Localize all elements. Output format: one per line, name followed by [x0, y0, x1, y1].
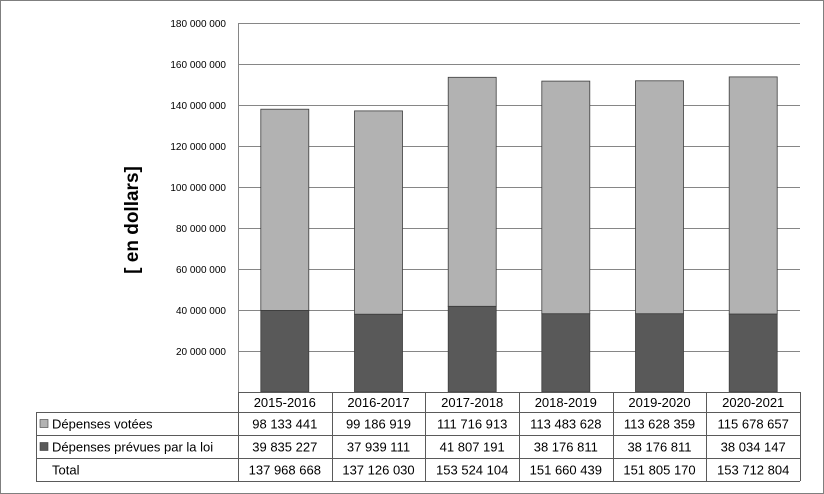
bars [260, 76, 778, 393]
bar-segment [354, 110, 403, 315]
bar-segment [447, 76, 497, 307]
y-tick-label: 160 000 000 [170, 60, 226, 71]
table-cell-value: 151 660 439 [530, 463, 602, 478]
table-cell-value: 38 176 811 [627, 440, 691, 455]
table-cell-value: 41 807 191 [440, 440, 505, 455]
data-table: 2015-2016 2016-2017 2017-2018 2018-2019 2019… [36, 392, 801, 482]
bar-segment [635, 313, 684, 393]
x-category-label: 2017-2018 [441, 395, 503, 410]
y-tick-label: 140 000 000 [170, 101, 226, 112]
table-cell-value: 99 186 919 [346, 417, 411, 432]
table-cell-value: 39 835 227 [252, 440, 317, 455]
y-tick-label: 40 000 000 [176, 306, 226, 317]
legend-key [39, 419, 49, 428]
legend-label: Dépenses prévues par la loi [52, 440, 213, 455]
x-category-label: 2015-2016 [254, 395, 316, 410]
table-cell-value: 137 126 030 [342, 463, 414, 478]
table-cell-value: 153 524 104 [436, 463, 508, 478]
y-tick-label: 80 000 000 [176, 224, 226, 235]
x-category-label: 2020-2021 [722, 395, 784, 410]
table-cell-value: 137 968 668 [249, 463, 321, 478]
y-tick-label: 180 000 000 [170, 19, 226, 30]
bar-segment [728, 76, 778, 315]
bar-segment [354, 313, 403, 393]
bar-segment [541, 80, 591, 315]
bar-segment [260, 108, 310, 311]
table-cell-value: 113 628 359 [624, 417, 695, 432]
x-category-label: 2018-2019 [535, 395, 597, 410]
y-tick-label: 60 000 000 [176, 265, 226, 276]
y-tick-label: 120 000 000 [170, 142, 226, 153]
gridlines [238, 23, 800, 392]
table-cell-value: 113 483 628 [530, 417, 601, 432]
bar-segment [260, 309, 310, 393]
bar-segment [447, 305, 497, 393]
table-cell-value: 111 716 913 [437, 417, 507, 432]
x-category-label: 2019-2020 [628, 395, 690, 410]
x-category-label: 2016-2017 [347, 395, 409, 410]
bar-segment [541, 313, 591, 393]
table-cell-value: 98 133 441 [252, 417, 317, 432]
table-cell-value: 38 176 811 [534, 440, 598, 455]
table-cell-value: 115 678 657 [718, 417, 789, 432]
legend-key [39, 442, 49, 451]
table-cell-value: 37 939 111 [347, 440, 410, 455]
legend-label: Dépenses votées [52, 417, 153, 432]
y-tick-label: 20 000 000 [176, 347, 226, 358]
table-cell-value: 153 712 804 [717, 463, 789, 478]
y-tick-label: 100 000 000 [170, 183, 226, 194]
legend-label: Total [52, 463, 80, 478]
y-axis-title: [ en dollars] [122, 166, 143, 274]
table-cell-value: 151 805 170 [623, 463, 695, 478]
bar-segment [728, 313, 778, 393]
y-axis-tick-labels: 20 000 000 40 000 000 60 000 000 80 000 000… [170, 19, 226, 358]
table-cell-value: 38 034 147 [721, 440, 786, 455]
bar-segment [635, 80, 684, 315]
